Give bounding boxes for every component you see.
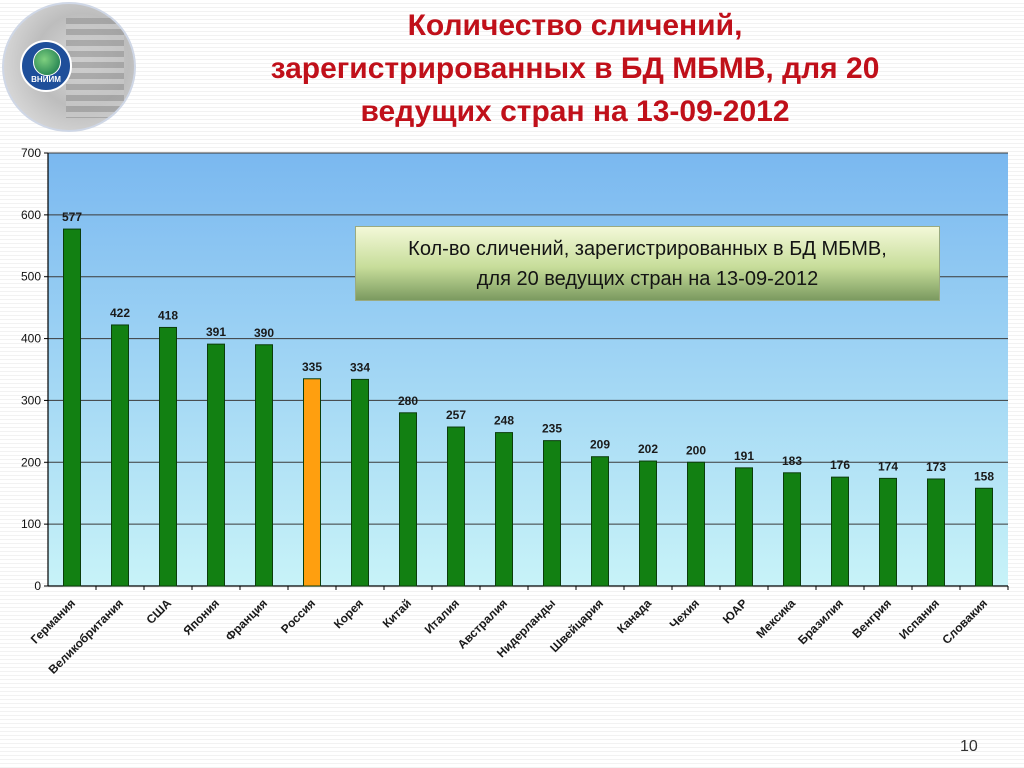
category-label-8: Италия <box>422 596 462 636</box>
bar-13 <box>687 461 705 587</box>
data-label-14: 191 <box>734 449 754 463</box>
category-label-17: Венгрия <box>849 596 894 641</box>
data-label-11: 209 <box>590 438 610 452</box>
plot-area <box>48 153 1008 586</box>
bar-11 <box>591 456 609 587</box>
category-label-2: США <box>143 596 174 627</box>
bar-0 <box>63 228 81 587</box>
category-label-18: Испания <box>896 596 942 642</box>
bar-15 <box>783 472 801 587</box>
slide-title-line-1: Количество сличений, <box>407 9 743 42</box>
data-label-0: 577 <box>62 210 82 224</box>
bar-1 <box>111 324 129 587</box>
logo-text: ВНИИМ <box>31 75 61 84</box>
bar-chart: 0100200300400500600700577Германия422Вели… <box>21 146 1009 677</box>
bar-5 <box>303 378 321 587</box>
category-label-16: Бразилия <box>795 596 846 647</box>
bar-16 <box>831 476 849 587</box>
bar-10 <box>543 440 561 587</box>
category-label-0: Германия <box>28 596 78 646</box>
data-label-10: 235 <box>542 422 562 436</box>
chart-title-box: Кол-во сличений, зарегистрированных в БД… <box>355 226 940 301</box>
slide-title-line-3: ведущих стран на 13-09-2012 <box>360 95 790 128</box>
bar-6 <box>351 378 369 587</box>
y-tick-label: 300 <box>21 393 41 407</box>
page-number: 10 <box>960 738 978 755</box>
logo-badge: ВНИИМ <box>20 40 72 92</box>
category-label-3: Япония <box>181 596 223 638</box>
y-tick-label: 100 <box>21 517 41 531</box>
y-tick-label: 400 <box>21 332 41 346</box>
bar-19 <box>975 487 993 587</box>
category-label-12: Канада <box>614 596 654 636</box>
category-label-5: Россия <box>278 596 318 636</box>
chart-title-line-1: Кол-во сличений, зарегистрированных в БД… <box>408 237 887 260</box>
globe-icon <box>33 48 61 76</box>
y-tick-label: 600 <box>21 208 41 222</box>
data-label-9: 248 <box>494 414 514 428</box>
y-tick-label: 0 <box>34 579 41 593</box>
bar-2 <box>159 326 177 587</box>
data-label-3: 391 <box>206 325 226 339</box>
data-label-15: 183 <box>782 454 802 468</box>
category-label-4: Франция <box>223 596 271 644</box>
data-label-12: 202 <box>638 442 658 456</box>
category-label-7: Китай <box>380 596 414 630</box>
bar-8 <box>447 426 465 587</box>
y-tick-label: 500 <box>21 270 41 284</box>
category-label-6: Корея <box>331 596 366 631</box>
data-label-1: 422 <box>110 306 130 320</box>
category-label-19: Словакия <box>939 596 990 647</box>
data-label-4: 390 <box>254 326 274 340</box>
slide-title: Количество сличений, зарегистрированных … <box>150 4 1000 133</box>
category-label-14: ЮАР <box>720 596 750 626</box>
chart-title-line-2: для 20 ведущих стран на 13-09-2012 <box>476 267 819 290</box>
category-label-15: Мексика <box>753 596 798 641</box>
data-label-8: 257 <box>446 408 466 422</box>
data-label-19: 158 <box>974 469 994 483</box>
bar-7 <box>399 412 417 587</box>
y-tick-label: 200 <box>21 455 41 469</box>
data-label-6: 334 <box>350 360 370 374</box>
bar-18 <box>927 478 945 587</box>
building-photo <box>66 18 124 118</box>
data-label-7: 280 <box>398 394 418 408</box>
bar-3 <box>207 343 225 587</box>
data-label-5: 335 <box>302 360 322 374</box>
data-label-13: 200 <box>686 443 706 457</box>
data-label-17: 174 <box>878 459 898 473</box>
bar-4 <box>255 344 273 587</box>
bar-12 <box>639 460 657 587</box>
bar-14 <box>735 467 753 587</box>
bar-17 <box>879 477 897 587</box>
y-tick-label: 700 <box>21 146 41 160</box>
slide-title-line-2: зарегистрированных в БД МБМВ, для 20 <box>270 52 880 85</box>
bar-9 <box>495 432 513 587</box>
vniim-logo: ВНИИМ <box>2 2 136 132</box>
data-label-18: 173 <box>926 460 946 474</box>
data-label-16: 176 <box>830 458 850 472</box>
data-label-2: 418 <box>158 308 178 322</box>
category-label-13: Чехия <box>667 596 702 631</box>
